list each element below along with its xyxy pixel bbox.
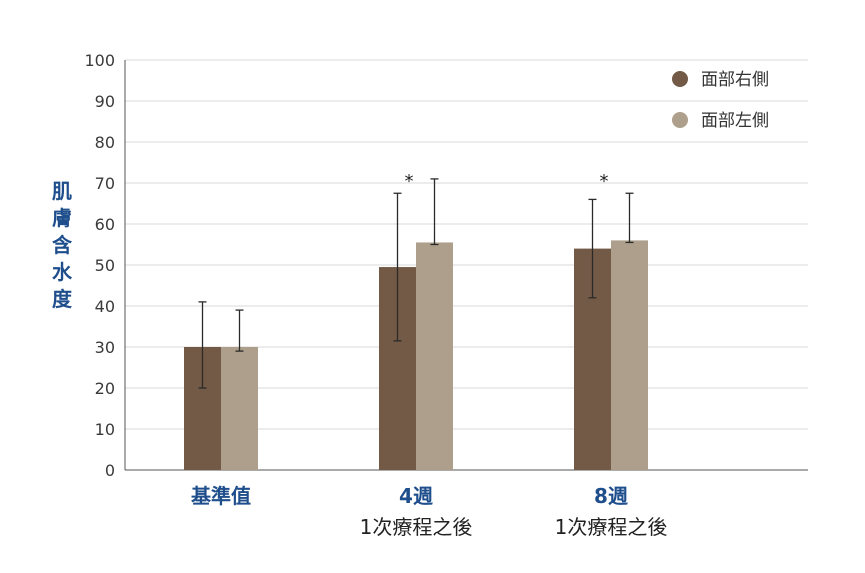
y-tick-label: 0: [105, 461, 115, 480]
y-tick-label: 100: [84, 51, 115, 70]
y-tick-label: 40: [95, 297, 115, 316]
x-category-labels: 基準值 4週 1次療程之後 8週 1次療程之後: [191, 484, 667, 539]
x-category-sublabel: 1次療程之後: [360, 515, 473, 539]
y-axis-label-char: 水: [52, 260, 73, 284]
significance-marker: *: [600, 171, 609, 192]
y-tick-labels: 0 10 20 30 40 50 60 70 80 90 100: [84, 51, 115, 480]
y-axis-label-char: 度: [52, 287, 73, 311]
y-tick-label: 50: [95, 256, 115, 275]
bar: [611, 240, 648, 470]
y-tick-label: 60: [95, 215, 115, 234]
legend-marker: [672, 112, 688, 128]
y-tick-label: 20: [95, 379, 115, 398]
x-category-label: 基準值: [191, 484, 251, 508]
bar: [416, 242, 453, 470]
legend-marker: [672, 71, 688, 87]
y-axis-label-char: 含: [52, 233, 73, 257]
y-tick-label: 10: [95, 420, 115, 439]
error-bars: [198, 178, 634, 389]
bar: [221, 347, 258, 470]
y-tick-label: 30: [95, 338, 115, 357]
y-tick-label: 90: [95, 92, 115, 111]
bars: [184, 240, 648, 470]
y-axis-label-char: 肌: [52, 179, 72, 203]
y-tick-label: 80: [95, 133, 115, 152]
legend-label: 面部右側: [701, 70, 769, 90]
significance-marker: *: [405, 171, 414, 192]
y-tick-label: 70: [95, 174, 115, 193]
x-category-label: 4週: [399, 484, 433, 508]
significance-markers: * *: [405, 171, 609, 192]
legend-label: 面部左側: [701, 111, 769, 131]
y-axis-label-char: 膚: [52, 206, 72, 230]
x-category-label: 8週: [594, 484, 628, 508]
x-category-sublabel: 1次療程之後: [555, 515, 668, 539]
